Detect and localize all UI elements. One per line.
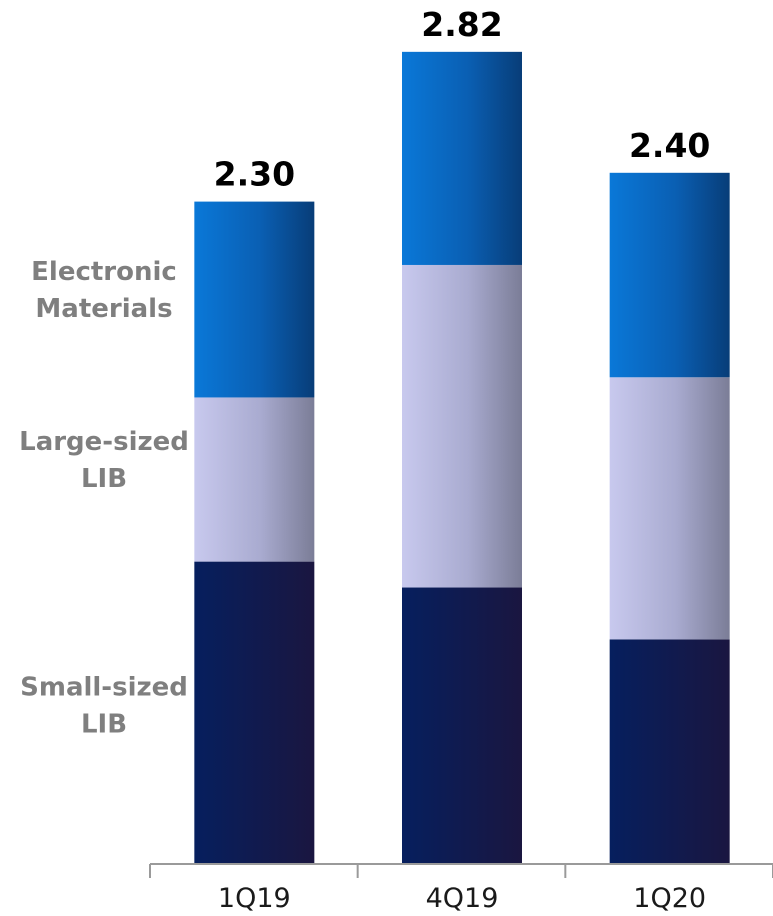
series-label-small-sized-lib-line-1: Small-sized — [20, 672, 188, 702]
x-tick-label-4q19: 4Q19 — [426, 883, 499, 914]
x-tick-labels-group: 1Q19 4Q19 1Q20 — [218, 883, 706, 914]
bar-segment-electronic-materials-4q19 — [402, 51, 522, 265]
bar-segment-large-sized-lib-1q19 — [194, 397, 315, 562]
series-label-large-sized-lib-line-2: LIB — [81, 464, 127, 494]
bar-segment-large-sized-lib-4q19 — [402, 264, 522, 588]
series-labels-group: Small-sized LIB Large-sized LIB Electronic Ma… — [19, 257, 189, 739]
x-ticks-group — [149, 864, 773, 878]
bar-segment-electronic-materials-1q20 — [609, 172, 730, 378]
series-label-electronic-materials-line-1: Electronic — [31, 257, 177, 287]
bar-segment-small-sized-lib-1q19 — [194, 561, 315, 864]
total-label-4q19: 2.82 — [421, 5, 502, 44]
bar-segment-large-sized-lib-1q20 — [609, 377, 730, 640]
series-label-large-sized-lib-line-1: Large-sized — [19, 427, 189, 457]
bar-segment-small-sized-lib-1q20 — [609, 639, 730, 864]
series-label-electronic-materials-line-2: Materials — [35, 294, 172, 324]
bar-segment-small-sized-lib-4q19 — [402, 587, 522, 864]
total-labels-group: 2.30 2.82 2.40 — [214, 5, 711, 194]
total-label-1q19: 2.30 — [214, 155, 295, 194]
total-label-1q20: 2.40 — [629, 126, 710, 165]
bar-segment-electronic-materials-1q19 — [194, 201, 315, 398]
x-tick-label-1q20: 1Q20 — [633, 883, 706, 914]
series-label-small-sized-lib-line-2: LIB — [81, 709, 127, 739]
x-tick-label-1q19: 1Q19 — [218, 883, 291, 914]
bars-group — [194, 51, 730, 864]
